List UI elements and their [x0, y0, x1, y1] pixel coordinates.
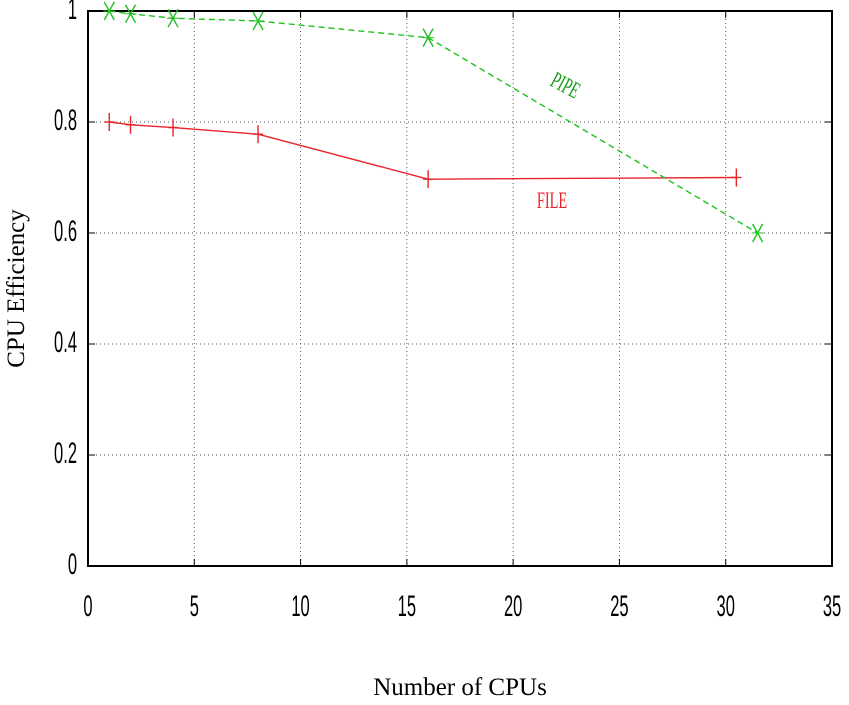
series-line — [109, 10, 758, 234]
series-label-file: FILE — [537, 189, 567, 214]
x-axis-label: Number of CPUs — [373, 674, 547, 701]
data-point — [124, 4, 137, 24]
x-tick-label: 30 — [717, 590, 735, 623]
y-tick-label: 1 — [68, 0, 77, 26]
data-point — [751, 223, 764, 243]
y-tick-label: 0.6 — [54, 215, 77, 248]
x-tick-label: 5 — [190, 590, 199, 623]
series-file — [104, 113, 742, 189]
data-point — [252, 11, 265, 31]
data-point — [104, 113, 115, 131]
y-tick-label: 0.2 — [54, 437, 77, 470]
series-layer — [103, 1, 764, 243]
y-tick-label: 0 — [68, 548, 77, 581]
data-point — [423, 170, 434, 189]
x-tick-label: 15 — [398, 590, 416, 623]
data-point — [422, 28, 435, 47]
x-tick-label: 35 — [823, 590, 841, 623]
data-point — [253, 125, 264, 144]
y-axis-label: CPU Efficiency — [3, 209, 30, 368]
data-point — [167, 8, 180, 28]
series-pipe — [103, 1, 764, 243]
axis-ticks: 0 5 10 15 20 25 30 35 0 0.2 0.4 0.6 0.8 1 — [54, 0, 841, 623]
plot-frame — [87, 10, 833, 567]
series-label-pipe: PIPE — [546, 68, 584, 104]
series-labels: FILE PIPE — [537, 68, 584, 214]
data-point — [125, 115, 136, 134]
data-point — [731, 168, 742, 187]
y-tick-label: 0.8 — [54, 104, 77, 137]
x-tick-label: 0 — [83, 590, 92, 623]
x-tick-label: 10 — [291, 590, 309, 623]
data-point — [168, 118, 179, 137]
x-tick-label: 20 — [504, 590, 522, 623]
y-tick-label: 0.4 — [54, 326, 77, 359]
data-point — [103, 1, 116, 21]
series-line — [109, 121, 737, 180]
x-tick-label: 25 — [610, 590, 628, 623]
grid — [88, 11, 832, 566]
